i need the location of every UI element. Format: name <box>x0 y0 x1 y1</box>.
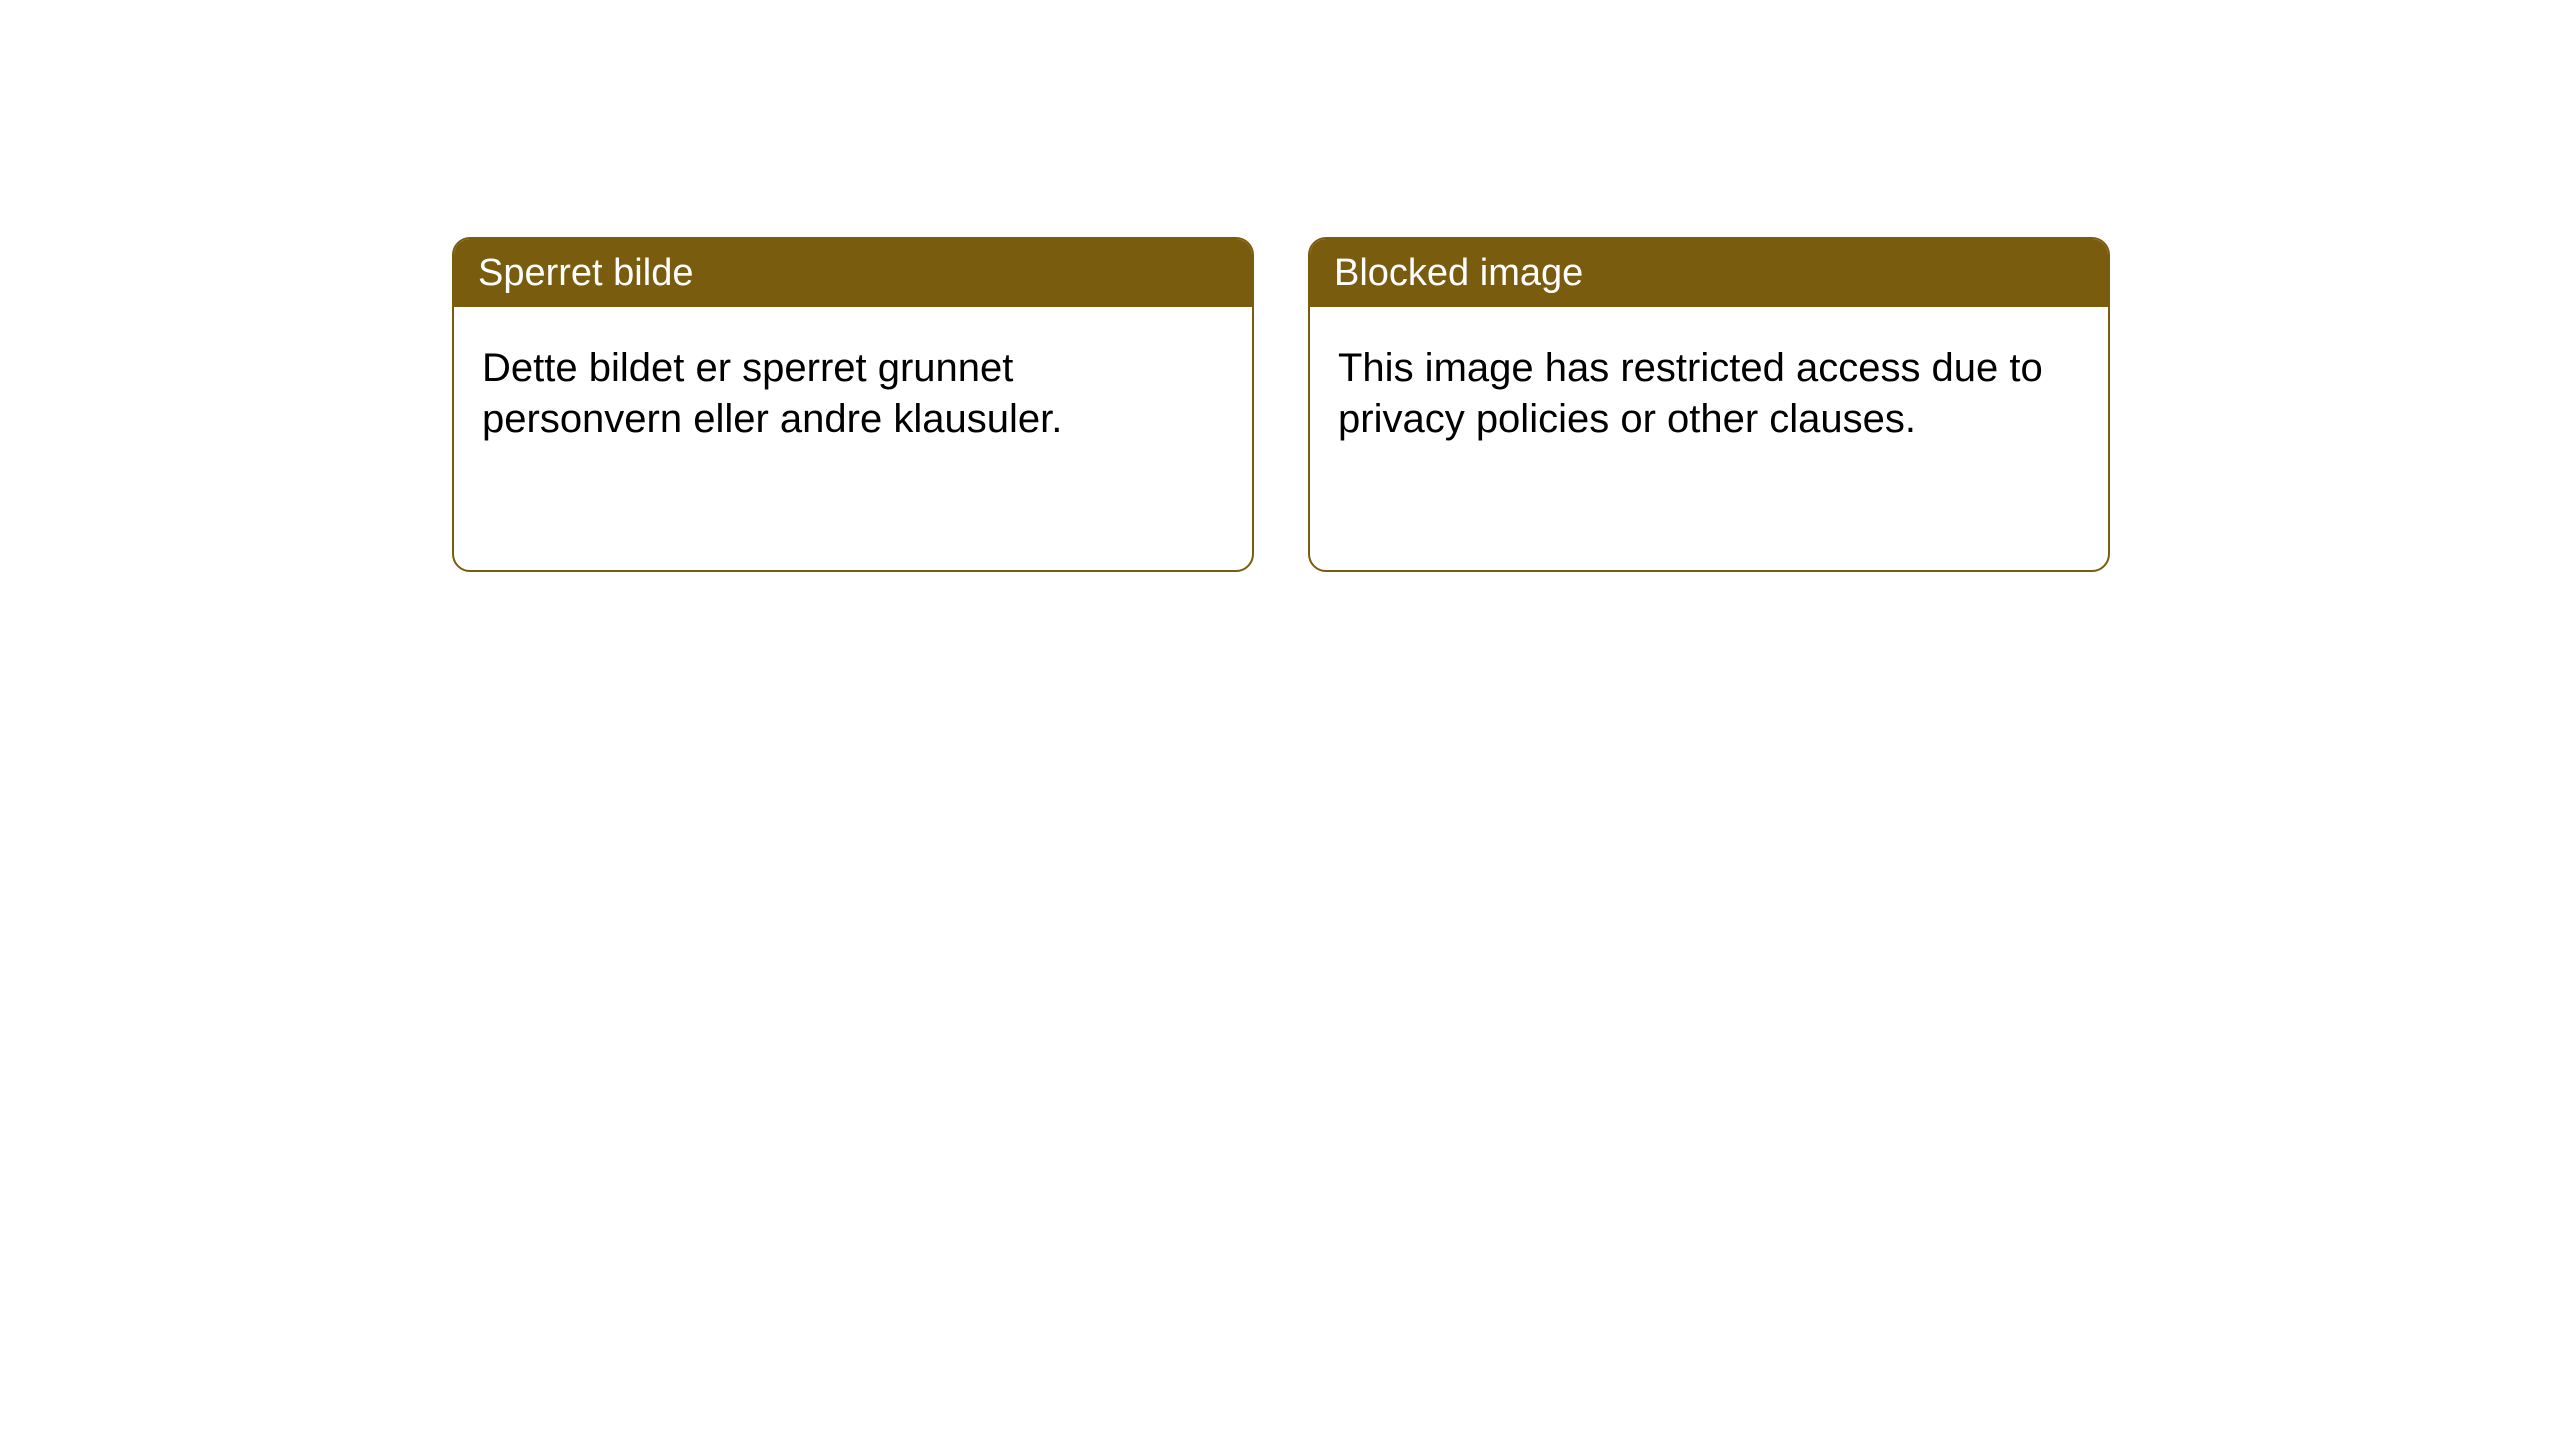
message-box-english: Blocked image This image has restricted … <box>1308 237 2110 572</box>
message-title-english: Blocked image <box>1310 239 2108 307</box>
message-box-norwegian: Sperret bilde Dette bildet er sperret gr… <box>452 237 1254 572</box>
message-body-english: This image has restricted access due to … <box>1310 307 2108 481</box>
message-body-norwegian: Dette bildet er sperret grunnet personve… <box>454 307 1252 481</box>
message-title-norwegian: Sperret bilde <box>454 239 1252 307</box>
message-container: Sperret bilde Dette bildet er sperret gr… <box>452 237 2110 572</box>
